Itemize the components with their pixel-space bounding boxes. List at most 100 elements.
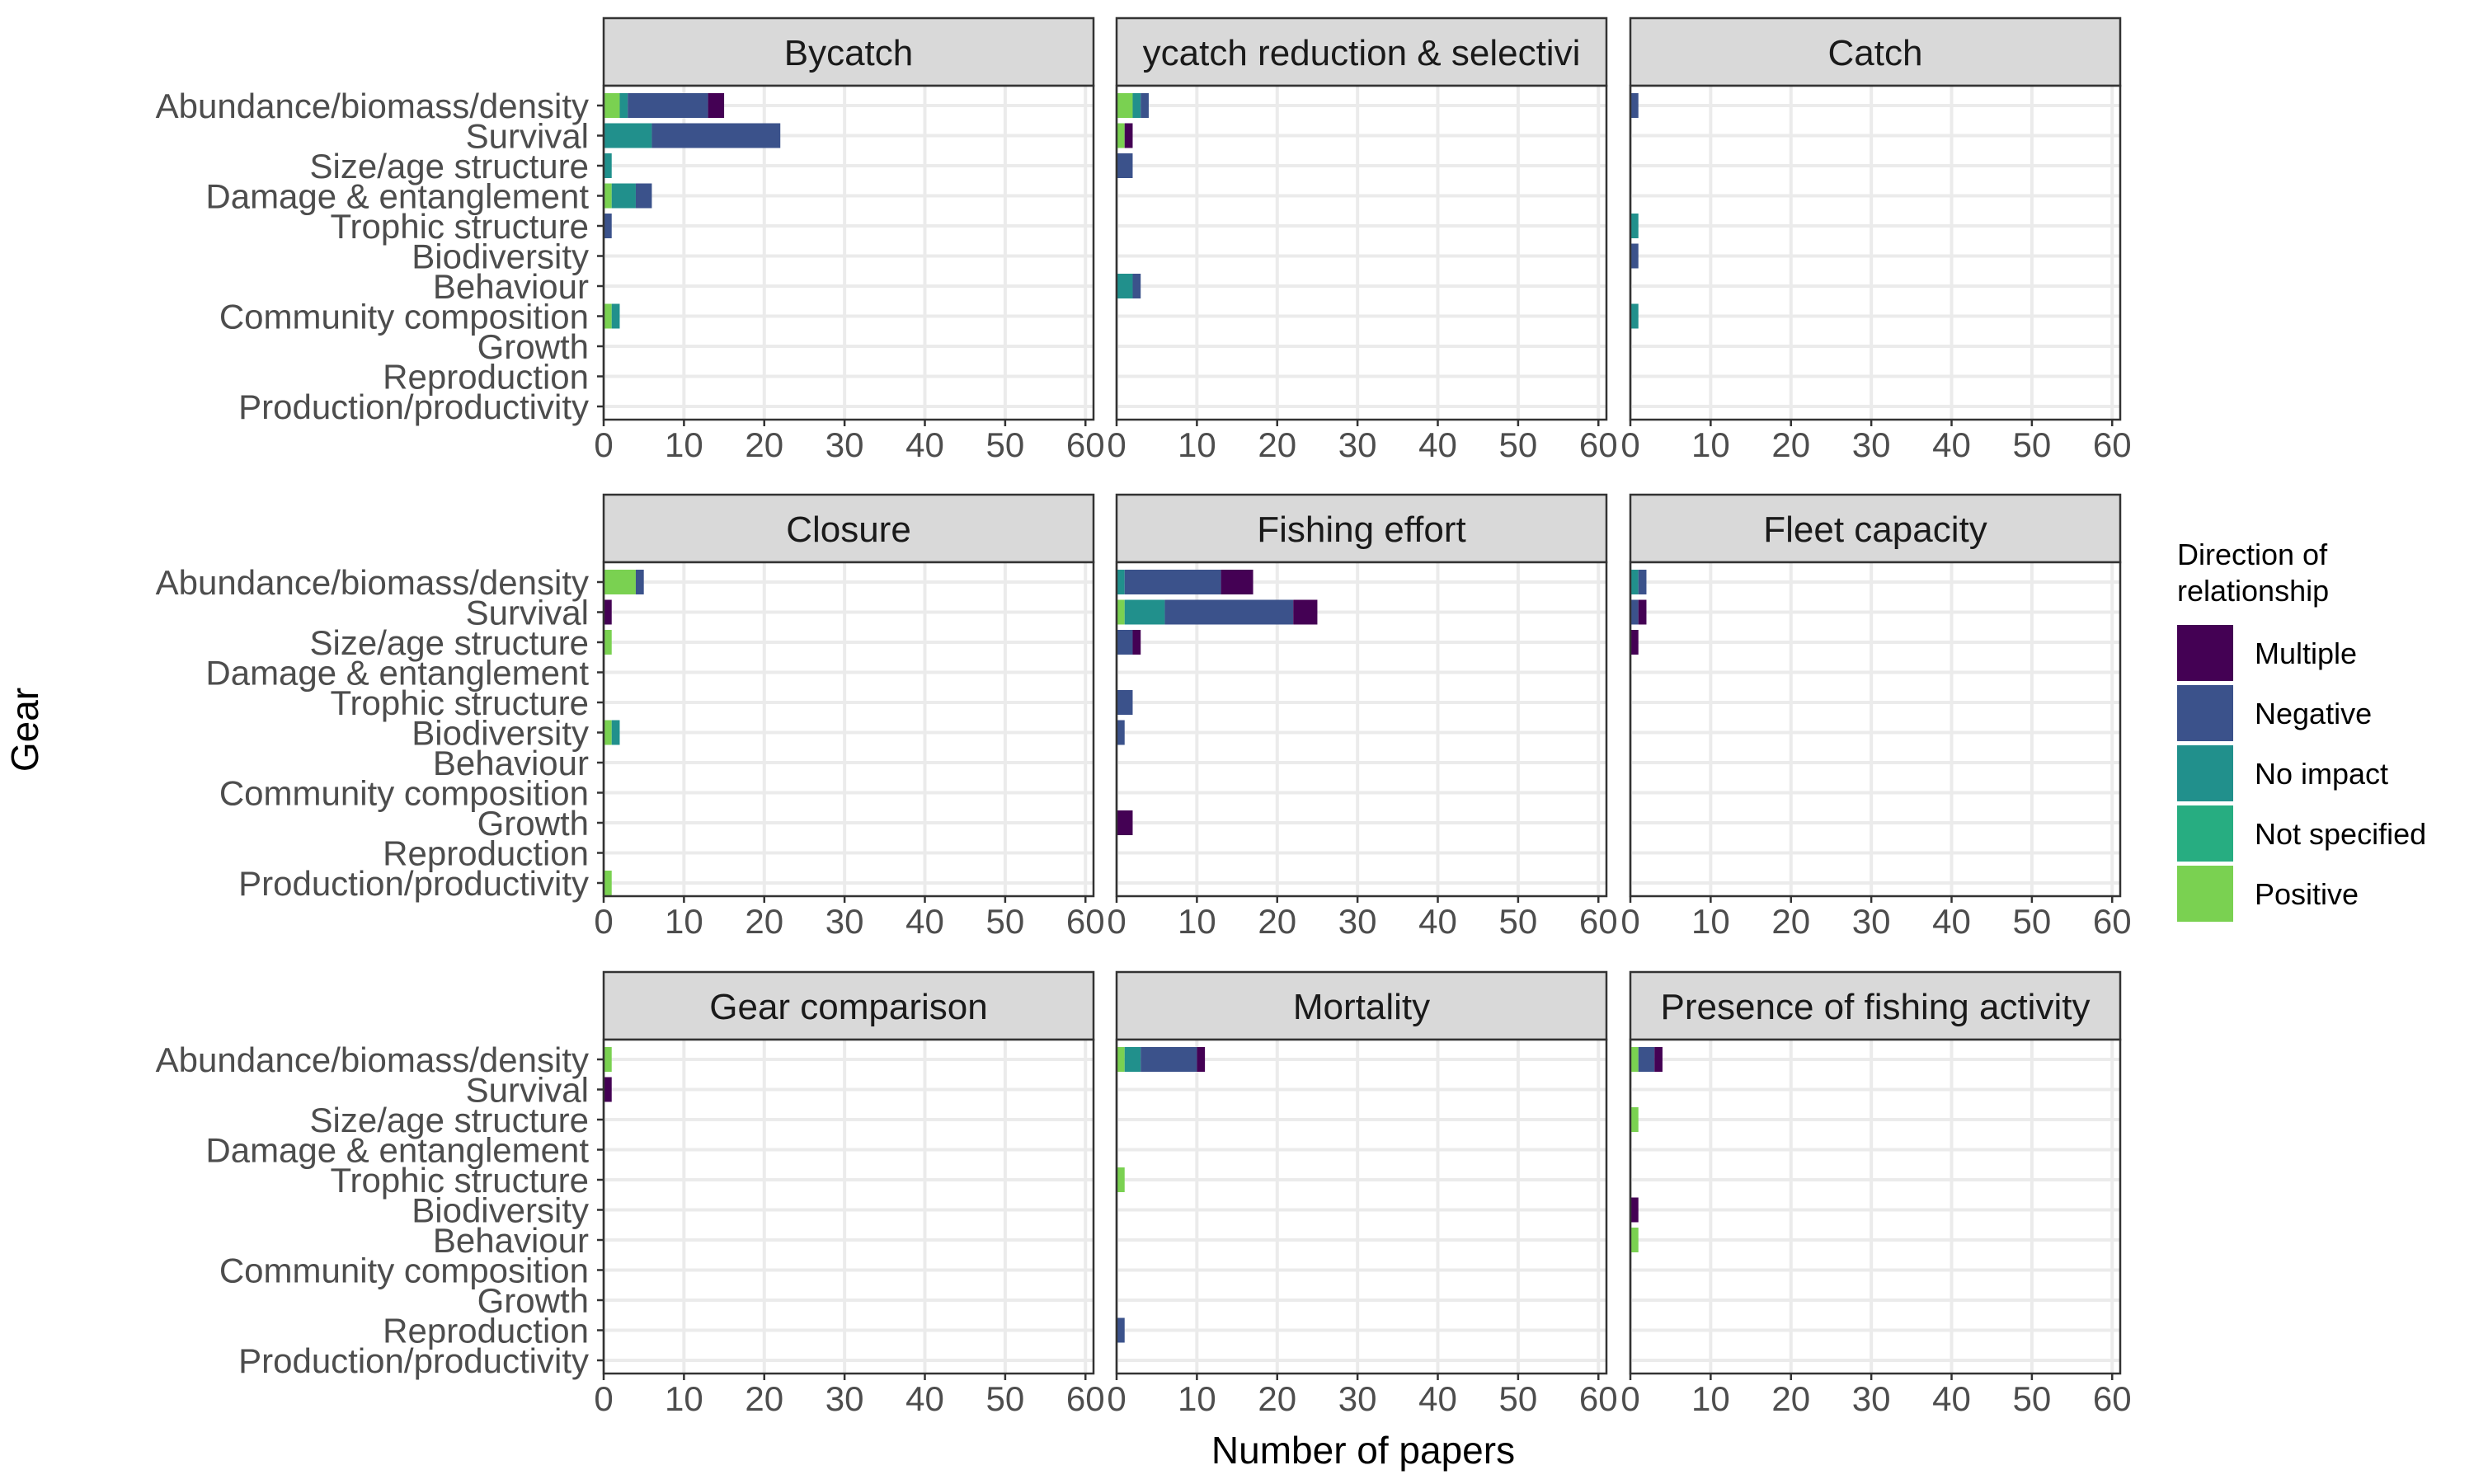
x-tick-label: 20: [1258, 1379, 1296, 1418]
bar-segment: [1630, 93, 1639, 118]
bar-segment: [1164, 599, 1294, 625]
y-tick-label: Behaviour: [433, 744, 589, 782]
y-tick-label: Community composition: [219, 1252, 589, 1290]
x-tick-label: 10: [665, 425, 703, 464]
x-tick-label: 60: [2093, 902, 2132, 941]
y-tick-label: Growth: [477, 327, 589, 366]
legend-label: Positive: [2255, 877, 2359, 911]
bar-segment: [1630, 1197, 1639, 1223]
y-tick-label: Trophic structure: [330, 207, 589, 246]
x-tick-label: 40: [905, 1379, 944, 1418]
x-tick-label: 10: [665, 902, 703, 941]
facet-title: ycatch reduction & selectivi: [1143, 33, 1581, 73]
bar-segment: [1124, 570, 1221, 594]
facet-title: Fishing effort: [1257, 510, 1466, 550]
x-tick-label: 60: [1066, 425, 1105, 464]
bar-segment: [604, 720, 612, 745]
x-tick-label: 30: [1338, 1379, 1377, 1418]
bar-segment: [604, 214, 612, 238]
legend-key: [2177, 805, 2233, 862]
bar-segment: [604, 93, 620, 118]
bar-segment: [1132, 274, 1141, 298]
x-tick-label: 10: [665, 1379, 703, 1418]
x-tick-label: 50: [2013, 1379, 2052, 1418]
x-tick-label: 0: [1107, 1379, 1126, 1418]
x-tick-label: 60: [1579, 902, 1618, 941]
y-tick-label: Behaviour: [433, 267, 589, 306]
panel-border: [602, 84, 1095, 421]
facet-strip: [1115, 493, 1608, 564]
legend-key: [2177, 625, 2233, 681]
x-tick-label: 40: [1932, 1379, 1971, 1418]
y-tick-label: Biodiversity: [412, 714, 589, 753]
bars: [1117, 93, 1149, 298]
bar-segment: [1117, 153, 1133, 178]
bar-segment: [1117, 274, 1133, 298]
panel-border: [1629, 561, 2122, 898]
facet-title: Closure: [786, 510, 911, 550]
bar-segment: [1221, 570, 1253, 594]
bar-segment: [635, 183, 652, 209]
x-axis-title: Number of papers: [1211, 1429, 1515, 1472]
x-tick-label: 30: [825, 902, 864, 941]
legend-label: No impact: [2255, 757, 2388, 791]
x-tick-label: 30: [1338, 425, 1377, 464]
facet-strip: [602, 16, 1095, 87]
x-tick-label: 30: [1338, 902, 1377, 941]
facet-strip: [1629, 970, 2122, 1041]
panel-border: [602, 1038, 1095, 1375]
bar-segment: [604, 630, 612, 655]
facet-panel: Fleet capacity 0 10 20 30 40 50 60: [1620, 493, 2132, 941]
y-tick-label: Survival: [466, 594, 589, 632]
y-tick-label: Biodiversity: [412, 237, 589, 276]
bar-segment: [1124, 123, 1133, 148]
bar-segment: [611, 720, 620, 745]
bars: [1117, 1047, 1206, 1343]
bar-segment: [1630, 1047, 1639, 1072]
x-tick-label: 20: [1771, 1379, 1810, 1418]
bar-segment: [1197, 1047, 1206, 1072]
y-tick-label: Survival: [466, 117, 589, 156]
bar-segment: [1630, 214, 1639, 238]
panel-border: [1115, 561, 1608, 898]
bar-segment: [1630, 1228, 1639, 1252]
bar-segment: [635, 570, 644, 594]
bar-segment: [1117, 720, 1125, 745]
y-tick-label: Production/productivity: [238, 1341, 589, 1380]
facet-panel: Catch 0 10 20 30 40 50 60: [1620, 16, 2132, 464]
x-tick-label: 20: [745, 425, 783, 464]
bar-segment: [1630, 243, 1639, 269]
x-tick-label: 0: [594, 425, 613, 464]
bar-segment: [1638, 599, 1647, 625]
x-tick-label: 0: [1107, 902, 1126, 941]
x-tick-label: 60: [2093, 1379, 2132, 1418]
bar-segment: [708, 93, 725, 118]
x-tick-label: 20: [1771, 425, 1810, 464]
bars: [604, 93, 781, 329]
x-tick-label: 30: [1852, 902, 1891, 941]
facet-strip: [602, 493, 1095, 564]
x-tick-label: 20: [1771, 902, 1810, 941]
y-tick-label: Production/productivity: [238, 864, 589, 903]
x-tick-label: 10: [1691, 425, 1730, 464]
bar-segment: [1124, 1047, 1141, 1072]
x-tick-label: 40: [1932, 425, 1971, 464]
x-tick-label: 30: [825, 425, 864, 464]
x-tick-label: 30: [1852, 425, 1891, 464]
panel-border: [1629, 1038, 2122, 1375]
y-tick-label: Reproduction: [383, 358, 589, 397]
bar-segment: [604, 153, 612, 178]
bar-segment: [1630, 303, 1639, 329]
y-tick-label: Abundance/biomass/density: [156, 87, 589, 125]
bar-segment: [611, 303, 620, 329]
y-tick-label: Growth: [477, 804, 589, 843]
x-tick-label: 60: [1066, 1379, 1105, 1418]
x-tick-label: 10: [1691, 1379, 1730, 1418]
bar-segment: [1117, 93, 1133, 118]
x-tick-label: 50: [1499, 902, 1538, 941]
legend-title: relationship: [2177, 574, 2329, 608]
bar-segment: [1117, 123, 1125, 148]
x-tick-label: 30: [1852, 1379, 1891, 1418]
x-tick-label: 40: [1932, 902, 1971, 941]
